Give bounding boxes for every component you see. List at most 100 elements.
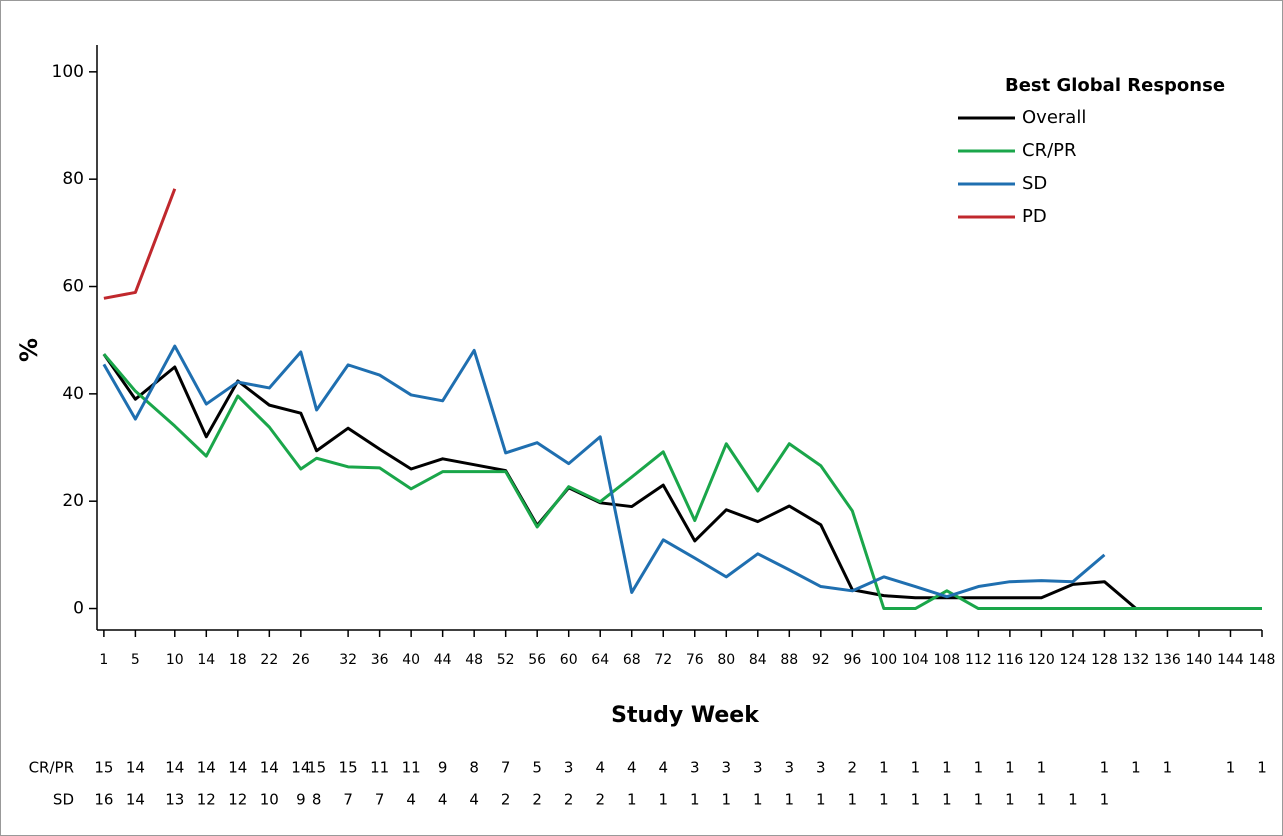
table-cell: 1 bbox=[911, 791, 921, 809]
table-cell: 4 bbox=[469, 791, 479, 809]
table-cell: 1 bbox=[1037, 791, 1047, 809]
table-cell: 16 bbox=[94, 791, 113, 809]
y-tick-label: 0 bbox=[73, 599, 84, 619]
y-tick-label: 60 bbox=[62, 277, 84, 297]
table-cell: 1 bbox=[1226, 759, 1236, 777]
y-tick-label: 20 bbox=[62, 491, 84, 511]
table-cell: 1 bbox=[1068, 791, 1078, 809]
x-axis-label: Study Week bbox=[611, 703, 760, 728]
x-tick-label: 144 bbox=[1217, 652, 1244, 668]
series-line bbox=[102, 353, 1262, 611]
y-tick-label: 40 bbox=[62, 384, 84, 404]
table-cell: 14 bbox=[260, 759, 279, 777]
table-cell: 1 bbox=[879, 791, 889, 809]
x-tick-label: 120 bbox=[1028, 652, 1055, 668]
x-tick-label: 60 bbox=[560, 652, 578, 668]
table-cell: 1 bbox=[942, 759, 952, 777]
x-tick-label: 88 bbox=[780, 652, 798, 668]
x-tick-label: 140 bbox=[1186, 652, 1213, 668]
x-tick-label: 80 bbox=[717, 652, 735, 668]
table-cell: 8 bbox=[312, 791, 322, 809]
x-tick-label: 92 bbox=[812, 652, 830, 668]
table-cell: 4 bbox=[627, 759, 637, 777]
table-cell: 1 bbox=[1037, 759, 1047, 777]
x-tick-label: 26 bbox=[292, 652, 310, 668]
table-cell: 14 bbox=[291, 759, 310, 777]
x-tick-label: 96 bbox=[843, 652, 861, 668]
table-cell: 15 bbox=[94, 759, 113, 777]
table-cell: 1 bbox=[1163, 759, 1173, 777]
table-cell: 7 bbox=[343, 791, 353, 809]
x-tick-label: 32 bbox=[339, 652, 357, 668]
x-tick-label: 18 bbox=[229, 652, 247, 668]
table-cell: 1 bbox=[658, 791, 668, 809]
table-cell: 3 bbox=[721, 759, 731, 777]
legend-label: SD bbox=[1022, 173, 1047, 194]
x-tick-label: 64 bbox=[591, 652, 609, 668]
x-tick-label: 100 bbox=[870, 652, 897, 668]
table-cell: 3 bbox=[690, 759, 700, 777]
x-tick-label: 68 bbox=[623, 652, 641, 668]
table-cell: 1 bbox=[1257, 759, 1267, 777]
x-tick-label: 1 bbox=[99, 652, 108, 668]
table-row-label: CR/PR bbox=[29, 759, 74, 777]
table-cell: 3 bbox=[753, 759, 763, 777]
table-cell: 1 bbox=[942, 791, 952, 809]
table-cell: 2 bbox=[848, 759, 858, 777]
table-cell: 7 bbox=[501, 759, 511, 777]
table-cell: 1 bbox=[1131, 759, 1141, 777]
table-cell: 13 bbox=[165, 791, 184, 809]
table-cell: 12 bbox=[228, 791, 247, 809]
table-cell: 2 bbox=[532, 791, 542, 809]
table-cell: 14 bbox=[126, 791, 145, 809]
table-cell: 9 bbox=[438, 759, 448, 777]
table-cell: 3 bbox=[564, 759, 574, 777]
x-tick-label: 128 bbox=[1091, 652, 1118, 668]
table-cell: 1 bbox=[1005, 759, 1015, 777]
table-cell: 1 bbox=[879, 759, 889, 777]
x-tick-label: 44 bbox=[434, 652, 452, 668]
table-cell: 11 bbox=[370, 759, 389, 777]
x-tick-label: 48 bbox=[465, 652, 483, 668]
table-cell: 5 bbox=[532, 759, 542, 777]
table-cell: 4 bbox=[438, 791, 448, 809]
x-tick-label: 136 bbox=[1154, 652, 1181, 668]
x-tick-label: 14 bbox=[197, 652, 215, 668]
table-cell: 1 bbox=[974, 759, 984, 777]
table-cell: 14 bbox=[197, 759, 216, 777]
table-cell: 9 bbox=[296, 791, 306, 809]
table-cell: 1 bbox=[627, 791, 637, 809]
series-line bbox=[102, 353, 1262, 611]
x-tick-label: 76 bbox=[686, 652, 704, 668]
table-cell: 8 bbox=[469, 759, 479, 777]
x-tick-label: 112 bbox=[965, 652, 992, 668]
table-cell: 14 bbox=[126, 759, 145, 777]
x-tick-label: 5 bbox=[131, 652, 140, 668]
x-tick-label: 52 bbox=[497, 652, 515, 668]
legend-title: Best Global Response bbox=[1005, 75, 1225, 96]
y-tick-label: 100 bbox=[52, 62, 84, 82]
table-cell: 1 bbox=[911, 759, 921, 777]
x-tick-label: 22 bbox=[260, 652, 278, 668]
x-tick-label: 124 bbox=[1060, 652, 1087, 668]
table-cell: 3 bbox=[816, 759, 826, 777]
table-cell: 15 bbox=[339, 759, 358, 777]
x-tick-label: 40 bbox=[402, 652, 420, 668]
table-cell: 11 bbox=[402, 759, 421, 777]
table-cell: 1 bbox=[816, 791, 826, 809]
x-tick-label: 72 bbox=[654, 652, 672, 668]
x-tick-label: 36 bbox=[371, 652, 389, 668]
table-row-label: SD bbox=[53, 791, 74, 809]
x-tick-label: 132 bbox=[1123, 652, 1150, 668]
table-cell: 14 bbox=[165, 759, 184, 777]
table-cell: 2 bbox=[595, 791, 605, 809]
table-cell: 1 bbox=[690, 791, 700, 809]
x-tick-label: 10 bbox=[166, 652, 184, 668]
x-tick-label: 104 bbox=[902, 652, 929, 668]
table-cell: 1 bbox=[1100, 759, 1110, 777]
table-cell: 14 bbox=[228, 759, 247, 777]
x-tick-label: 56 bbox=[528, 652, 546, 668]
table-cell: 4 bbox=[658, 759, 668, 777]
table-cell: 7 bbox=[375, 791, 385, 809]
